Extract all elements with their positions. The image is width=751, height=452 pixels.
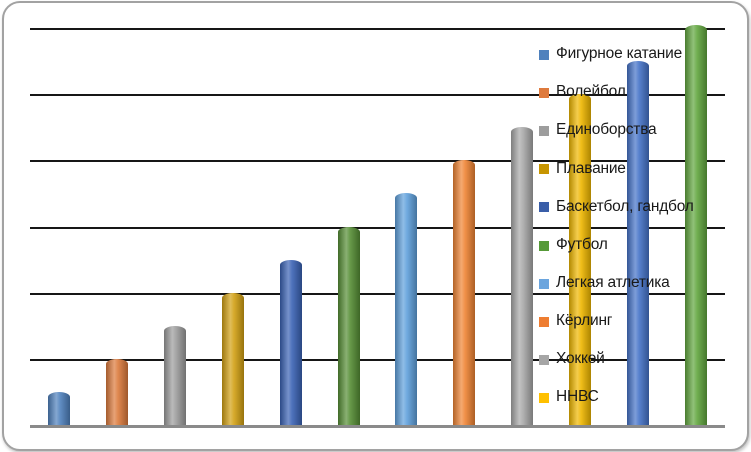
legend-swatch bbox=[539, 240, 549, 251]
legend-swatch bbox=[539, 202, 549, 213]
bar-cylinder-shading bbox=[395, 193, 418, 425]
legend-swatch bbox=[539, 50, 549, 61]
legend-item-label: Легкая атлетика bbox=[556, 273, 670, 291]
bar-cylinder-shading bbox=[47, 391, 70, 425]
bar-cylinder-shading bbox=[279, 259, 302, 425]
chart-plot-area bbox=[4, 3, 747, 449]
bar-cylinder-shading bbox=[163, 325, 186, 425]
bar-cylinder-shading bbox=[453, 160, 476, 425]
gridline bbox=[30, 28, 725, 30]
x-axis-line bbox=[30, 425, 725, 428]
bar-4 bbox=[221, 292, 244, 425]
legend-item-label: Баскетбол, гандбол bbox=[556, 197, 694, 215]
bar-3 bbox=[163, 325, 186, 425]
legend-item: Кёрлинг bbox=[539, 303, 694, 341]
legend-item-label: ННВС bbox=[556, 388, 599, 406]
legend-item: Баскетбол, гандбол bbox=[539, 188, 694, 226]
legend-item: Футбол bbox=[539, 226, 694, 264]
legend-item: Легкая атлетика bbox=[539, 265, 694, 303]
legend-item-label: Плавание bbox=[556, 159, 626, 177]
bar-cylinder-shading bbox=[627, 61, 650, 425]
legend-item-label: Фигурное катание bbox=[556, 45, 682, 63]
bar-1 bbox=[47, 391, 70, 425]
bar-5 bbox=[279, 259, 302, 425]
legend-item-label: Волейбол bbox=[556, 83, 626, 101]
bar-11 bbox=[627, 61, 650, 425]
legend-item-label: Единоборства bbox=[556, 121, 657, 139]
bar-cylinder-shading bbox=[221, 292, 244, 425]
legend-swatch bbox=[539, 316, 549, 327]
legend-item-label: Футбол bbox=[556, 235, 608, 253]
bar-12 bbox=[685, 24, 708, 425]
bar-cylinder-shading bbox=[337, 226, 360, 425]
bar-10 bbox=[569, 94, 592, 425]
bar-8 bbox=[453, 160, 476, 425]
legend-swatch bbox=[539, 354, 549, 365]
legend-item: Волейбол bbox=[539, 74, 694, 112]
gridline bbox=[30, 292, 725, 295]
bar-cylinder-shading bbox=[685, 24, 708, 425]
gridline bbox=[30, 358, 725, 361]
bar-9 bbox=[511, 127, 534, 425]
bar-cylinder-shading bbox=[105, 358, 128, 425]
legend-item: Хоккей bbox=[539, 341, 694, 379]
bar-6 bbox=[337, 226, 360, 425]
bar-7 bbox=[395, 193, 418, 425]
legend-item-label: Кёрлинг bbox=[556, 311, 613, 329]
legend-swatch bbox=[539, 88, 549, 99]
legend-item: Плавание bbox=[539, 150, 694, 188]
legend-item: Фигурное катание bbox=[539, 36, 694, 74]
bar-cylinder-shading bbox=[569, 94, 592, 425]
gridline bbox=[30, 226, 725, 229]
chart-legend: Фигурное катание Волейбол Единоборства Плав… bbox=[539, 36, 694, 417]
legend-swatch bbox=[539, 164, 549, 175]
bar-2 bbox=[105, 358, 128, 425]
gridline bbox=[30, 94, 725, 97]
legend-item: ННВС bbox=[539, 379, 694, 417]
legend-item: Единоборства bbox=[539, 112, 694, 150]
legend-swatch bbox=[539, 392, 549, 403]
legend-swatch bbox=[539, 126, 549, 137]
legend-swatch bbox=[539, 278, 549, 289]
gridline bbox=[30, 160, 725, 163]
legend-item-label: Хоккей bbox=[556, 350, 605, 368]
bar-cylinder-shading bbox=[511, 127, 534, 425]
